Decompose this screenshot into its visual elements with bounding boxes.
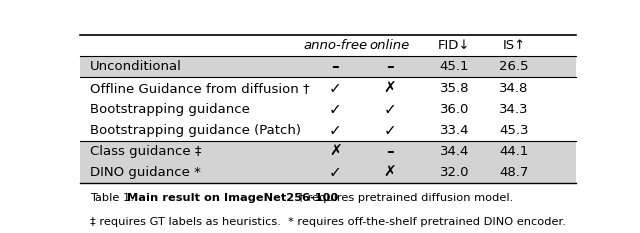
Text: Bootstrapping guidance (Patch): Bootstrapping guidance (Patch): [90, 124, 301, 137]
Text: ✓: ✓: [329, 102, 342, 117]
Text: 33.4: 33.4: [440, 124, 469, 137]
Text: ✓: ✓: [329, 123, 342, 138]
Text: 35.8: 35.8: [440, 82, 469, 95]
Text: Unconditional: Unconditional: [90, 60, 182, 73]
Text: anno-free: anno-free: [303, 39, 367, 52]
Text: online: online: [370, 39, 410, 52]
Bar: [80, 141, 576, 162]
Text: FID↓: FID↓: [438, 39, 471, 52]
Text: ✓: ✓: [329, 165, 342, 180]
Text: IS↑: IS↑: [502, 39, 525, 52]
Bar: [80, 56, 576, 78]
Text: 48.7: 48.7: [499, 166, 529, 179]
Text: Bootstrapping guidance: Bootstrapping guidance: [90, 103, 250, 116]
Text: ‡ requires GT labels as heuristics.  * requires off-the-shelf pretrained DINO en: ‡ requires GT labels as heuristics. * re…: [90, 216, 566, 226]
Text: 45.3: 45.3: [499, 124, 529, 137]
Text: 34.3: 34.3: [499, 103, 529, 116]
Text: Main result on ImageNet256-100: Main result on ImageNet256-100: [127, 193, 338, 203]
Text: ✓: ✓: [383, 123, 396, 138]
Text: –: –: [386, 59, 394, 74]
Text: Offline Guidance from diffusion †: Offline Guidance from diffusion †: [90, 82, 310, 95]
Text: 44.1: 44.1: [499, 145, 529, 158]
Text: –: –: [332, 59, 339, 74]
Bar: [80, 162, 576, 183]
Text: Class guidance ‡: Class guidance ‡: [90, 145, 202, 158]
Text: –: –: [386, 144, 394, 159]
Text: 34.8: 34.8: [499, 82, 529, 95]
Text: 45.1: 45.1: [440, 60, 469, 73]
Text: ✓: ✓: [383, 102, 396, 117]
Text: 26.5: 26.5: [499, 60, 529, 73]
Text: Table 1.: Table 1.: [90, 193, 138, 203]
Text: ✗: ✗: [383, 81, 396, 96]
Text: 32.0: 32.0: [440, 166, 469, 179]
Text: ✗: ✗: [383, 165, 396, 180]
Text: . † requires pretrained diffusion model.: . † requires pretrained diffusion model.: [291, 193, 513, 203]
Text: 34.4: 34.4: [440, 145, 469, 158]
Text: ✗: ✗: [329, 144, 342, 159]
Text: ✓: ✓: [329, 81, 342, 96]
Text: DINO guidance *: DINO guidance *: [90, 166, 201, 179]
Text: 36.0: 36.0: [440, 103, 469, 116]
